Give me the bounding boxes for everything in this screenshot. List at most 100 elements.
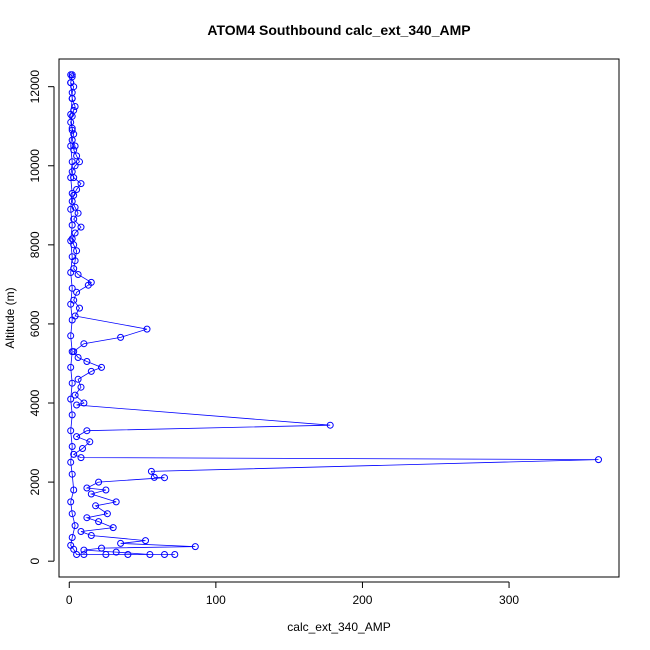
data-point xyxy=(84,281,92,289)
data-point xyxy=(67,237,75,245)
data-point xyxy=(74,375,82,383)
data-point xyxy=(76,158,83,166)
data-point xyxy=(79,445,86,452)
data-point xyxy=(73,247,81,255)
data-point xyxy=(74,354,82,361)
data-point xyxy=(150,473,158,481)
data-point xyxy=(67,79,75,87)
data-point xyxy=(68,189,76,197)
data-point xyxy=(68,534,76,541)
data-point xyxy=(124,551,132,558)
x-tick-label: 200 xyxy=(352,593,372,607)
data-point xyxy=(68,158,76,166)
y-tick-label: 4000 xyxy=(28,389,42,416)
data-point xyxy=(67,498,75,506)
data-point xyxy=(73,401,81,409)
data-point xyxy=(98,544,105,552)
data-point xyxy=(68,284,76,292)
x-tick-label: 0 xyxy=(66,593,73,607)
data-point xyxy=(143,325,151,333)
data-point xyxy=(191,543,199,551)
data-point xyxy=(68,71,76,79)
y-axis: 0 2000 4000 6000 8000 10000 12000 xyxy=(28,70,55,565)
x-tick-label: 300 xyxy=(499,593,519,607)
data-point xyxy=(87,367,95,375)
data-point xyxy=(117,333,125,341)
data-point xyxy=(161,474,168,482)
data-point xyxy=(71,203,79,211)
data-point xyxy=(80,546,88,554)
data-point xyxy=(67,300,75,308)
data-point xyxy=(76,304,83,312)
data-point xyxy=(68,411,76,419)
data-point xyxy=(68,126,76,134)
data-point xyxy=(83,514,91,522)
data-point xyxy=(117,539,125,547)
y-tick-label: 12000 xyxy=(28,70,42,104)
data-point xyxy=(87,532,95,539)
data-point xyxy=(67,142,75,150)
y-tick-label: 10000 xyxy=(28,149,42,183)
data-point xyxy=(74,271,82,278)
y-tick-label: 0 xyxy=(28,558,42,565)
data-point xyxy=(68,95,76,102)
data-point xyxy=(70,174,78,182)
data-point xyxy=(68,253,76,261)
data-point xyxy=(71,103,79,110)
data-point xyxy=(73,288,81,296)
data-point xyxy=(77,383,85,391)
data-point xyxy=(83,358,91,365)
data-point xyxy=(67,395,75,403)
y-tick-label: 6000 xyxy=(28,310,42,337)
data-point xyxy=(80,399,88,407)
data-point xyxy=(67,458,75,466)
data-point xyxy=(73,152,81,160)
data-point xyxy=(73,186,81,193)
data-point xyxy=(68,510,76,518)
data-point xyxy=(147,467,155,475)
data-point xyxy=(142,537,149,545)
data-point xyxy=(87,490,95,498)
data-point xyxy=(112,498,120,506)
data-point xyxy=(67,174,75,182)
data-point xyxy=(71,522,79,530)
data-point xyxy=(595,456,602,464)
data-point xyxy=(68,197,76,205)
data-point xyxy=(83,484,91,492)
data-point xyxy=(67,332,75,340)
data-point xyxy=(112,548,120,556)
data-point xyxy=(70,486,78,494)
data-point xyxy=(92,502,100,510)
data-point xyxy=(146,551,154,558)
data-point xyxy=(77,454,85,462)
data-point xyxy=(67,363,75,371)
data-point xyxy=(102,486,110,494)
data-point xyxy=(95,478,103,486)
x-axis: 0 100 200 300 xyxy=(66,581,519,607)
x-tick-label: 100 xyxy=(206,593,226,607)
data-point xyxy=(103,510,111,518)
data-point xyxy=(83,427,91,435)
data-point xyxy=(67,541,75,549)
data-point xyxy=(71,229,79,237)
data-point xyxy=(71,391,79,399)
data-point xyxy=(68,221,76,229)
data-point xyxy=(68,470,76,478)
y-tick-label: 8000 xyxy=(28,231,42,258)
series-layer xyxy=(67,71,602,558)
data-point xyxy=(73,551,81,558)
plot-frame xyxy=(58,58,620,578)
x-axis-label: calc_ext_340_AMP xyxy=(287,620,390,634)
data-point xyxy=(77,180,85,188)
data-point xyxy=(80,340,88,348)
data-point xyxy=(67,427,75,435)
data-point xyxy=(171,551,179,558)
data-point xyxy=(102,551,110,558)
data-point xyxy=(77,528,85,535)
data-point xyxy=(70,450,78,458)
data-point xyxy=(98,363,105,371)
data-point xyxy=(77,223,85,231)
data-point xyxy=(73,433,81,441)
y-axis-label: Altitude (m) xyxy=(3,287,17,348)
